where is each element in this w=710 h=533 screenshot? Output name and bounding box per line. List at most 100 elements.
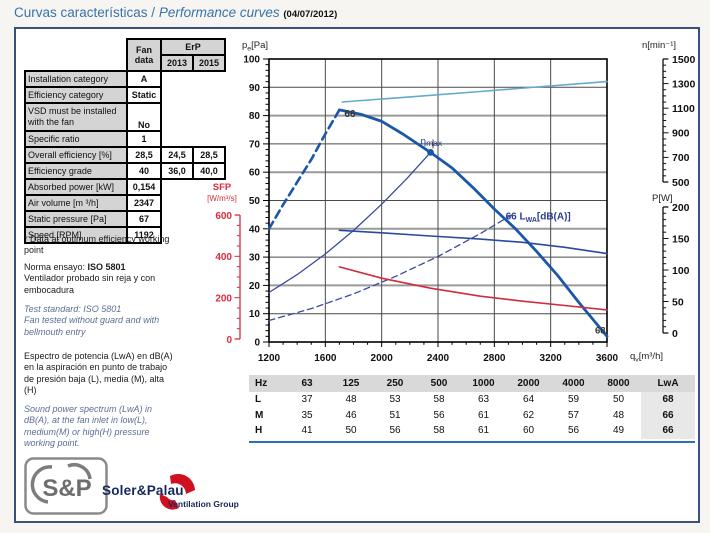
spectrum-header: 4000 [551, 375, 596, 392]
table-row: Absorbed power [kW] 0,154 [24, 178, 225, 196]
fan-data-table: Fan data ErP 2013 2015 Installation cate… [24, 38, 226, 244]
system-line-medium [268, 214, 512, 322]
axis-title: P[W] [652, 193, 673, 204]
spectrum-header: 8000 [596, 375, 641, 392]
axis-tick-label: 3600 [596, 353, 619, 364]
axis-tick-label: 60 [249, 168, 261, 179]
logo-arc-right [67, 463, 92, 480]
axis-tick-label: 900 [672, 128, 690, 140]
axis-tick-label: 40 [249, 224, 261, 235]
spectrum-value: 35 [301, 409, 313, 421]
test-standard-es-body: Ventilador probado sin reja y con emboca… [24, 273, 156, 295]
table-row: Overall efficiency [%] 28,5 24,5 28,5 [24, 146, 226, 164]
axis-tick-label: 70 [249, 139, 261, 150]
axis-tick-label: 1300 [672, 78, 696, 90]
spectrum-value: 48 [345, 394, 357, 406]
datasheet-frame: Fan data ErP 2013 2015 Installation cate… [14, 27, 700, 523]
spectrum-table-underline [249, 441, 695, 443]
spectrum-header: LwA [641, 375, 695, 392]
axis-title: pe[Pa] [242, 40, 268, 53]
spectrum-header: 250 [373, 375, 417, 392]
performance-chart: 0 10 20 30 40 50 60 70 80 90 100 1200 1600 2000 2400 28… [202, 37, 710, 377]
fan-table-header-fan-data: Fan data [126, 38, 162, 72]
spectrum-value: 37 [301, 394, 313, 406]
axis-tick-label: 1500 [672, 54, 696, 66]
company-name: Soler&Palau [102, 483, 184, 498]
axis-title: qv[m³/h] [630, 351, 663, 364]
spectrum-value: 61 [477, 409, 490, 421]
axis-tick-label: 1200 [258, 353, 281, 364]
axis-tick-label: 2400 [427, 353, 450, 364]
eta-max-label: ηmax [421, 136, 443, 148]
table-row: Air volume [m ³/h] 2347 [24, 194, 225, 212]
axis-title: [W/m³/s] [207, 194, 237, 203]
spectrum-value: 58 [433, 394, 445, 406]
spectrum-value: 51 [389, 409, 401, 421]
axis-tick-label: 30 [249, 253, 261, 264]
optimum-working-point [427, 148, 434, 156]
spectrum-header: 500 [417, 375, 461, 392]
spectrum-value: 56 [389, 425, 401, 437]
spectrum-band: L [255, 394, 262, 406]
spectrum-value: 50 [612, 394, 625, 406]
spectrum-value: 57 [567, 409, 580, 421]
pressure-curve [337, 108, 609, 338]
axis-tick-label: 1600 [314, 353, 337, 364]
spectrum-value: 63 [477, 394, 490, 406]
axis-tick-label: 1100 [672, 103, 695, 115]
spectrum-value: 56 [567, 425, 580, 437]
table-row: Static pressure [Pa] 67 [24, 210, 225, 228]
table-row: L 37 48 53 58 63 64 59 50 68 [249, 392, 695, 408]
axis-tick-label: 10 [249, 309, 261, 320]
table-row: Installation category A [24, 70, 225, 88]
fan-table-header-2013: 2013 [160, 54, 194, 72]
axis-tick-label: 200 [215, 293, 232, 304]
axis-tick-label: 600 [215, 211, 232, 222]
axis-tick-label: 150 [672, 233, 690, 245]
axis-tick-label: 0 [226, 335, 232, 346]
sp-logo: S&P [24, 457, 108, 515]
table-row: M 35 46 51 56 61 62 57 48 66 [249, 407, 695, 423]
axis-tick-label: 200 [672, 202, 690, 214]
title-separator: / [147, 5, 159, 20]
axis-tick-label: 50 [249, 196, 261, 207]
axis-tick-label: 80 [249, 111, 261, 122]
axis-tick-label: 500 [672, 177, 690, 189]
title-english: Performance curves [158, 5, 280, 20]
axis-title: SFP [213, 182, 232, 193]
fan-table-header-2015: 2015 [192, 54, 226, 72]
spectrum-header: 125 [329, 375, 373, 392]
axis-tick-label: 50 [672, 296, 684, 308]
axis-tick-label: 100 [243, 55, 260, 66]
spectrum-value: 41 [301, 425, 313, 437]
axis-tick-label: 3200 [540, 353, 563, 364]
spectrum-header: 2000 [506, 375, 551, 392]
axis-tick-label: 2800 [483, 353, 506, 364]
axis-tick-label: 700 [672, 152, 690, 164]
page-title: Curvas características / Performance cur… [14, 5, 337, 20]
curve-annotation: 68 [595, 326, 606, 337]
curve-annotation: 66 LWA[dB(A)] [506, 212, 571, 225]
spectrum-band: M [255, 409, 264, 421]
spectrum-note-es: Espectro de potencia (LwA) en dB(A) en l… [24, 351, 173, 395]
axis-tick-label: 400 [215, 252, 232, 263]
group-name: Ventilation Group [168, 499, 239, 509]
axis-tick-label: 20 [249, 281, 261, 292]
spectrum-value: 53 [389, 394, 401, 406]
title-date: (04/07/2012) [283, 9, 338, 20]
sfp-curve [338, 266, 608, 311]
spectrum-lwa-total: 66 [641, 423, 695, 439]
spectrum-value: 61 [477, 425, 490, 437]
test-standard-en: Test standard: ISO 5801 Fan tested witho… [24, 304, 160, 337]
table-row: Efficiency category Static [24, 86, 225, 104]
spectrum-note-en: Sound power spectrum (LwA) in dB(A), at … [24, 404, 153, 448]
table-row: H 41 50 56 58 61 60 56 49 66 [249, 423, 695, 439]
spectrum-value: 46 [345, 409, 357, 421]
logo-mark-text: S&P [42, 475, 91, 502]
power-curve [338, 229, 608, 255]
spectrum-lwa-total: 66 [641, 407, 695, 423]
table-row: Efficiency grade 40 36,0 40,0 [24, 162, 226, 180]
spectrum-value: 59 [567, 394, 580, 406]
axis-tick-label: 90 [249, 83, 261, 94]
pressure-curve-unstable [267, 108, 341, 231]
